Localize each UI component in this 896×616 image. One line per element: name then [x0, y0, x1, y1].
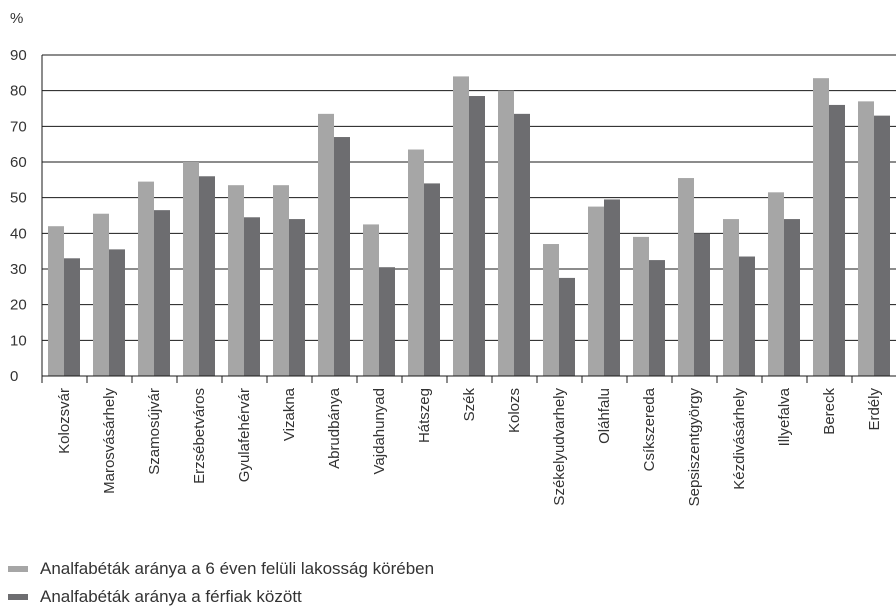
- bars: [48, 76, 890, 377]
- x-tick-label: Székelyudvarhely: [551, 388, 568, 506]
- bar-series-2: [109, 249, 125, 376]
- legend-swatch: [8, 566, 28, 572]
- bar-series-2: [334, 137, 350, 376]
- legend-label: Analfabéták aránya a férfiak között: [40, 587, 302, 606]
- x-tick-label: Hátszeg: [416, 388, 433, 443]
- x-tick-label: Erzsébetváros: [191, 388, 208, 484]
- x-tick-label: Illyefalva: [776, 387, 793, 446]
- bar-series-2: [154, 210, 170, 376]
- x-tick-label: Szék: [461, 388, 478, 422]
- legend: Analfabéták aránya a 6 éven felüli lakos…: [8, 555, 434, 611]
- y-axis-label: %: [10, 10, 23, 27]
- x-tick-label: Kolozsvár: [56, 388, 73, 454]
- bar-series-1: [723, 219, 739, 376]
- bar-series-1: [588, 206, 604, 376]
- bar-series-1: [138, 181, 154, 376]
- y-tick-labels: 0 10 20 30 40 50 60 70 80 90: [10, 47, 27, 385]
- bar-series-1: [228, 185, 244, 376]
- x-tick-label: Sepsiszentgyörgy: [686, 388, 703, 507]
- bar-series-2: [199, 176, 215, 376]
- bar-series-1: [273, 185, 289, 376]
- bar-series-2: [424, 183, 440, 376]
- bar-series-2: [289, 219, 305, 376]
- bar-series-1: [93, 213, 109, 376]
- axes: [41, 55, 896, 383]
- bar-series-1: [183, 162, 199, 376]
- bar-series-2: [559, 277, 575, 376]
- x-tick-label: Kézdivásárhely: [731, 388, 748, 490]
- y-tick-label: 80: [10, 83, 27, 100]
- x-tick-label: Oláhfalu: [596, 388, 613, 444]
- bar-series-2: [379, 267, 395, 376]
- bar-series-1: [48, 226, 64, 376]
- bar-series-1: [858, 101, 874, 376]
- legend-item-series-2: Analfabéták aránya a férfiak között: [8, 583, 434, 611]
- legend-item-series-1: Analfabéták aránya a 6 éven felüli lakos…: [8, 555, 434, 583]
- legend-swatch: [8, 594, 28, 600]
- y-tick-label: 30: [10, 261, 27, 278]
- bar-series-2: [649, 260, 665, 376]
- bar-series-1: [408, 149, 424, 376]
- bar-series-2: [514, 113, 530, 376]
- bar-series-2: [739, 256, 755, 376]
- y-tick-label: 20: [10, 297, 27, 314]
- bar-series-1: [768, 192, 784, 376]
- bar-series-1: [318, 113, 334, 376]
- y-tick-label: 10: [10, 332, 27, 349]
- y-tick-label: 70: [10, 118, 27, 135]
- bar-series-1: [498, 90, 514, 377]
- y-tick-label: 60: [10, 154, 27, 171]
- x-tick-label: Vajdahunyad: [371, 388, 388, 474]
- x-tick-label: Erdély: [866, 388, 883, 431]
- x-tick-label: Bereck: [821, 388, 838, 435]
- x-tick-labels: Kolozsvár Marosvásárhely Szamosújvár Erzséb…: [56, 387, 883, 506]
- bar-series-1: [363, 224, 379, 376]
- bar-series-2: [874, 115, 890, 376]
- y-tick-label: 50: [10, 190, 27, 207]
- y-tick-label: 0: [10, 368, 18, 385]
- y-tick-label: 90: [10, 47, 27, 64]
- x-tick-label: Csíkszereda: [641, 387, 658, 471]
- bar-series-2: [829, 104, 845, 376]
- x-tick-label: Vizakna: [281, 387, 298, 441]
- legend-label: Analfabéták aránya a 6 éven felüli lakos…: [40, 559, 435, 578]
- bar-series-1: [543, 244, 559, 376]
- bar-series-2: [469, 96, 485, 377]
- bar-series-1: [633, 236, 649, 376]
- x-tick-label: Marosvásárhely: [101, 388, 118, 494]
- bar-series-1: [678, 178, 694, 376]
- bar-series-2: [784, 219, 800, 376]
- x-tick-label: Kolozs: [506, 388, 523, 433]
- y-tick-label: 40: [10, 225, 27, 242]
- x-tick-label: Szamosújvár: [146, 388, 163, 475]
- bar-series-2: [64, 258, 80, 376]
- bar-chart: % 0 10 20 30 40 50 60 70 80 90 Kolozsvár Marosvásá…: [10, 10, 896, 506]
- bar-series-2: [244, 217, 260, 376]
- bar-series-1: [813, 78, 829, 376]
- x-tick-label: Gyulafehérvár: [236, 388, 253, 482]
- bar-series-2: [694, 233, 710, 376]
- bar-series-1: [453, 76, 469, 377]
- bar-series-2: [604, 199, 620, 376]
- x-tick-label: Abrudbánya: [326, 387, 343, 469]
